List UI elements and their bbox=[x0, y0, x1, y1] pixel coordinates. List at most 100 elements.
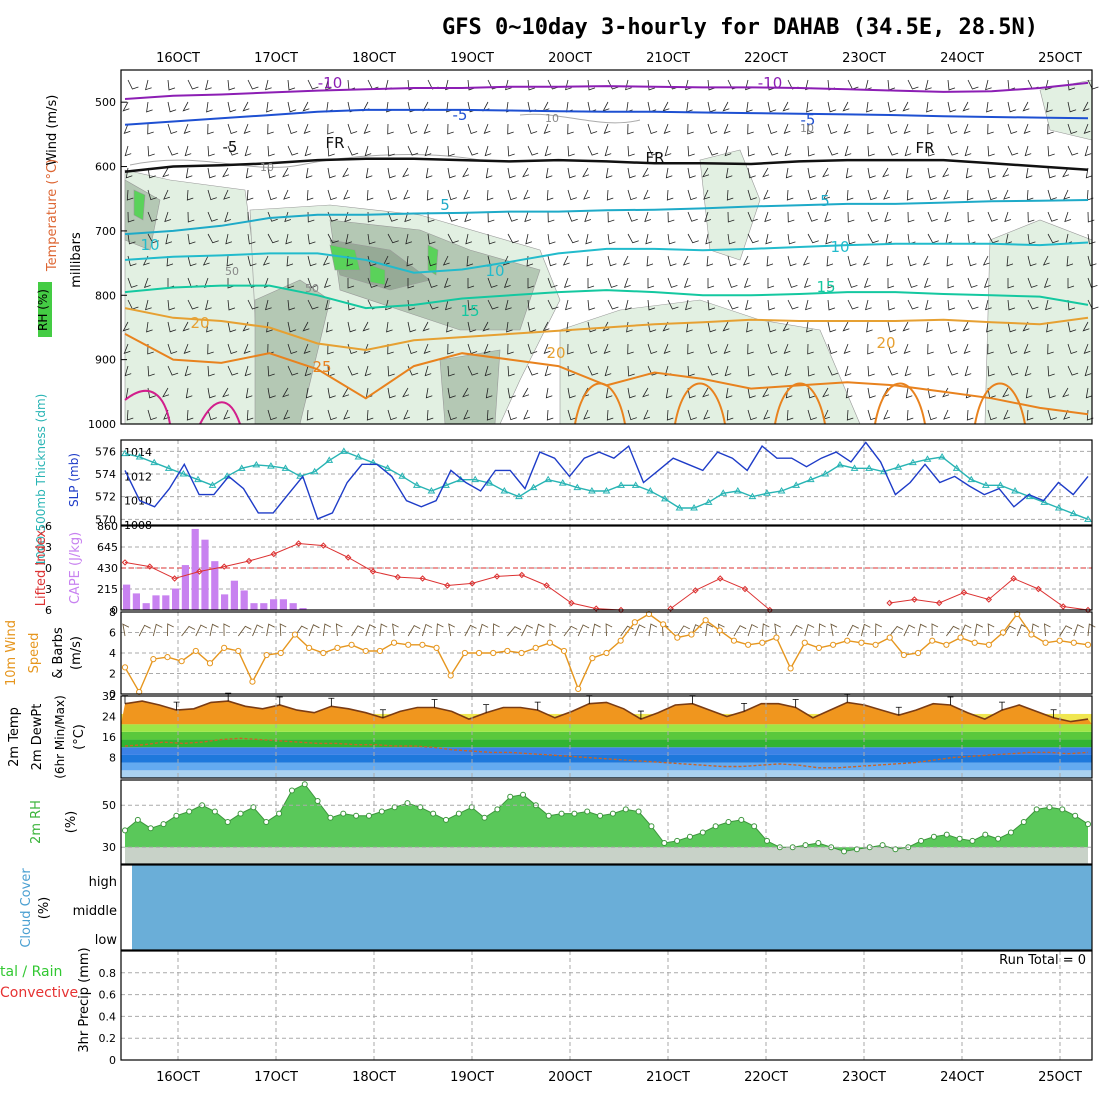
thickness-point bbox=[690, 504, 698, 511]
wind-barb bbox=[767, 321, 777, 333]
wind-barb bbox=[727, 277, 738, 288]
wind-barb bbox=[905, 167, 913, 179]
wind-barb bbox=[647, 299, 656, 311]
wind-barb bbox=[305, 387, 313, 399]
wind-barb bbox=[847, 299, 859, 310]
rh2m-point bbox=[301, 781, 308, 788]
rh2m-point bbox=[956, 835, 963, 842]
wind-barb bbox=[783, 123, 791, 134]
wind-barb bbox=[484, 365, 492, 377]
wind-barb bbox=[283, 189, 291, 200]
wind-barb bbox=[145, 299, 152, 311]
wind-barb bbox=[603, 123, 611, 134]
wind-speed-point bbox=[277, 649, 284, 657]
wind-speed-point bbox=[249, 678, 256, 685]
wind-barb bbox=[865, 299, 872, 311]
wind-barb bbox=[1067, 278, 1075, 289]
wind-barb bbox=[342, 167, 350, 178]
wind-barb bbox=[447, 387, 456, 399]
wind-barb-10m bbox=[138, 624, 151, 637]
wind-barb bbox=[667, 299, 679, 310]
wind-barb bbox=[707, 123, 718, 135]
wind-barb bbox=[127, 277, 138, 288]
wind-barb bbox=[1084, 145, 1092, 157]
wind-barb bbox=[164, 211, 172, 223]
wind-barb bbox=[787, 255, 797, 267]
thickness-point bbox=[573, 483, 582, 491]
wind-barb bbox=[446, 321, 453, 333]
temperature-minmax-bar bbox=[431, 699, 438, 708]
wind-barb bbox=[147, 167, 156, 179]
wind-barb bbox=[747, 211, 758, 222]
wind-barb-10m bbox=[577, 624, 590, 637]
wind-barb bbox=[243, 123, 251, 134]
wind-barb bbox=[964, 365, 972, 377]
x-tick-label-top: 20OCT bbox=[548, 51, 592, 66]
wind-barb bbox=[663, 343, 671, 354]
wind-barb bbox=[282, 387, 290, 398]
li-point bbox=[171, 575, 178, 582]
wind-barb bbox=[426, 409, 434, 421]
wind-barb-10m bbox=[620, 625, 634, 637]
wind-barb bbox=[845, 167, 853, 179]
temp-tick-label: 32 bbox=[102, 690, 116, 703]
wind-barb-10m bbox=[563, 625, 578, 637]
wind-barb bbox=[747, 365, 755, 377]
wind-barb bbox=[667, 277, 678, 288]
wind-barb bbox=[827, 278, 835, 289]
wind-barb bbox=[327, 145, 335, 157]
cape-bar bbox=[191, 528, 199, 610]
wind-barb bbox=[827, 145, 839, 156]
rh-shaded-region bbox=[254, 279, 331, 425]
wind-speed-point bbox=[405, 641, 412, 648]
wind-barb bbox=[667, 211, 675, 223]
wind-barb bbox=[506, 321, 513, 333]
wind-barb bbox=[586, 255, 594, 267]
wind-speed-point bbox=[688, 631, 695, 638]
cape-bar bbox=[260, 603, 268, 610]
wind-barb bbox=[887, 365, 899, 376]
thickness-point bbox=[646, 487, 655, 494]
rh-contour-label: 10 bbox=[800, 122, 814, 135]
temperature-minmax-bar bbox=[586, 695, 593, 704]
wind-speed-point bbox=[815, 644, 823, 651]
rh2m-point bbox=[1085, 821, 1091, 828]
thickness-point bbox=[617, 481, 625, 488]
rh-contour-line bbox=[129, 154, 481, 168]
wind-barb bbox=[827, 343, 838, 355]
wind-barb bbox=[687, 233, 699, 244]
wind-barb bbox=[845, 387, 853, 399]
wind-barb bbox=[807, 123, 814, 135]
wind-barb bbox=[465, 233, 473, 245]
wind-barb bbox=[447, 211, 458, 222]
wind-barb bbox=[965, 167, 973, 179]
wind-barb bbox=[947, 365, 959, 376]
wind-barb bbox=[327, 343, 334, 355]
wind-barb bbox=[207, 387, 216, 399]
rh2m-point bbox=[365, 812, 372, 819]
wind-barb bbox=[407, 343, 418, 355]
wind-speed-point bbox=[957, 634, 964, 641]
wind-barb bbox=[807, 189, 817, 201]
contour-label: -10 bbox=[318, 74, 343, 92]
wind-barb bbox=[1047, 365, 1055, 377]
wind-barb bbox=[606, 409, 614, 421]
wind-barb bbox=[482, 321, 490, 332]
precip-tick-label: 0.8 bbox=[99, 967, 117, 980]
temperature-area bbox=[121, 701, 1092, 725]
wind-barb bbox=[407, 278, 415, 289]
wind-barb bbox=[307, 233, 316, 245]
wind-barb bbox=[225, 233, 233, 245]
wind-barb bbox=[867, 387, 876, 399]
wind-barb bbox=[447, 409, 457, 421]
thickness-axis-label: 1000-500mb Thickness (dm) bbox=[34, 394, 48, 567]
wind-barb bbox=[1047, 233, 1059, 244]
rh2m-point bbox=[982, 831, 989, 838]
wind-barb-10m bbox=[761, 623, 770, 637]
wind-barb bbox=[245, 167, 253, 179]
wind-barb bbox=[267, 387, 276, 399]
thickness-point bbox=[339, 447, 348, 454]
wind-barb bbox=[302, 321, 310, 332]
wind-barb bbox=[1024, 145, 1032, 157]
wind-barb bbox=[182, 321, 190, 332]
